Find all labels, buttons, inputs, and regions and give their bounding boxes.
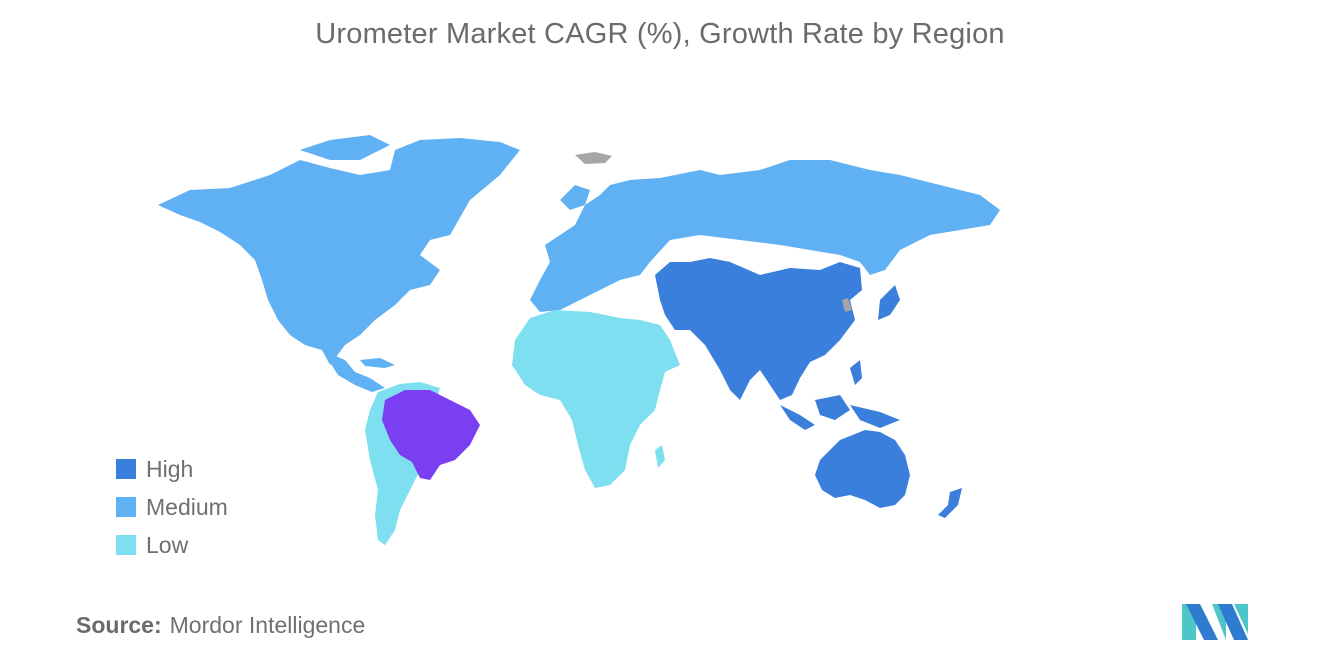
source-note: Source: Mordor Intelligence	[76, 612, 365, 639]
source-label: Source:	[76, 612, 162, 638]
chart-title: Urometer Market CAGR (%), Growth Rate by…	[315, 18, 1005, 50]
region-brazil	[382, 390, 480, 480]
legend-label: Medium	[146, 493, 228, 520]
legend-label: High	[146, 455, 194, 482]
region-middle-east-africa	[512, 310, 680, 488]
region-north-america	[158, 135, 520, 392]
legend-swatch-low	[116, 535, 136, 555]
legend-swatch-high	[116, 459, 136, 479]
mordor-intelligence-logo-icon	[1182, 604, 1248, 640]
legend-swatch-medium	[116, 497, 136, 517]
region-europe-russia	[530, 160, 1000, 312]
legend-label: Low	[146, 531, 189, 558]
legend-item-medium: Medium	[116, 488, 228, 526]
region-asia-pacific	[655, 258, 962, 518]
legend: High Medium Low	[116, 450, 228, 564]
source-value: Mordor Intelligence	[169, 612, 366, 638]
region-no-data	[575, 152, 852, 312]
legend-item-high: High	[116, 450, 228, 488]
legend-item-low: Low	[116, 526, 228, 564]
